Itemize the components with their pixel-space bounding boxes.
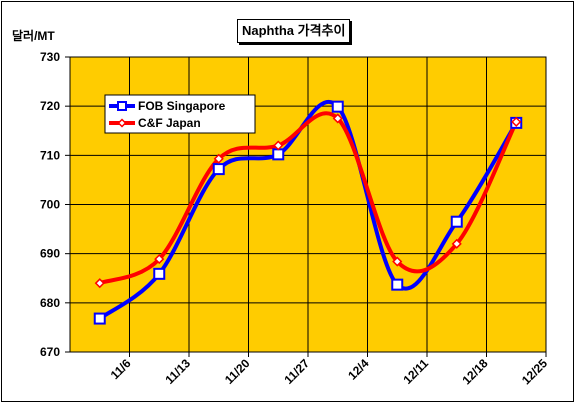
y-tick-label: 690 bbox=[40, 247, 60, 261]
data-point-marker bbox=[153, 267, 166, 280]
x-tick-label: 11/6 bbox=[108, 356, 134, 382]
data-point-marker bbox=[93, 312, 106, 325]
series-markers bbox=[93, 100, 523, 325]
data-point-marker bbox=[154, 254, 165, 265]
y-axis-unit-label: 달러/MT bbox=[12, 29, 55, 43]
series-line bbox=[97, 100, 519, 321]
y-tick-label: 710 bbox=[40, 148, 60, 162]
data-point-marker bbox=[212, 163, 225, 176]
y-tick-label: 730 bbox=[40, 50, 60, 64]
x-tick-label: 11/13 bbox=[162, 356, 193, 387]
y-tick-label: 670 bbox=[40, 345, 60, 359]
data-point-marker bbox=[391, 278, 404, 291]
data-point-marker bbox=[392, 256, 403, 267]
y-tick-label: 680 bbox=[40, 296, 60, 310]
data-point-marker bbox=[332, 113, 343, 124]
data-point-marker bbox=[511, 116, 522, 127]
chart-title: Naphtha 가격추이 bbox=[237, 19, 351, 43]
y-tick-label: 720 bbox=[40, 99, 60, 113]
x-tick-label: 12/4 bbox=[345, 356, 372, 383]
x-tick-label: 11/27 bbox=[281, 356, 312, 387]
data-point-marker bbox=[450, 215, 463, 228]
y-tick-label: 700 bbox=[40, 198, 60, 212]
x-tick-label: 12/25 bbox=[519, 356, 550, 387]
data-point-marker bbox=[213, 153, 224, 164]
data-point-marker bbox=[272, 148, 285, 161]
legend-box bbox=[104, 94, 256, 134]
y-axis-ticks: 670 680 690 700 710 720 730 bbox=[40, 50, 70, 359]
data-point-marker bbox=[94, 278, 105, 289]
x-tick-label: 11/20 bbox=[222, 356, 253, 387]
data-point-marker bbox=[451, 238, 462, 249]
legend-swatch-marker bbox=[117, 118, 127, 128]
data-point-marker bbox=[331, 100, 344, 113]
legend-label: C&F Japan bbox=[138, 116, 201, 130]
x-axis-ticks: 11/6 11/13 11/20 11/27 12/4 12/11 12/18 12/25 bbox=[108, 352, 550, 387]
data-point-marker bbox=[273, 140, 284, 151]
x-tick-label: 12/18 bbox=[459, 356, 490, 387]
legend-label: FOB Singapore bbox=[138, 99, 226, 113]
legend: FOB Singapore C&F Japan bbox=[104, 94, 256, 134]
legend-swatch-marker bbox=[117, 101, 127, 111]
x-tick-label: 12/11 bbox=[400, 356, 431, 387]
